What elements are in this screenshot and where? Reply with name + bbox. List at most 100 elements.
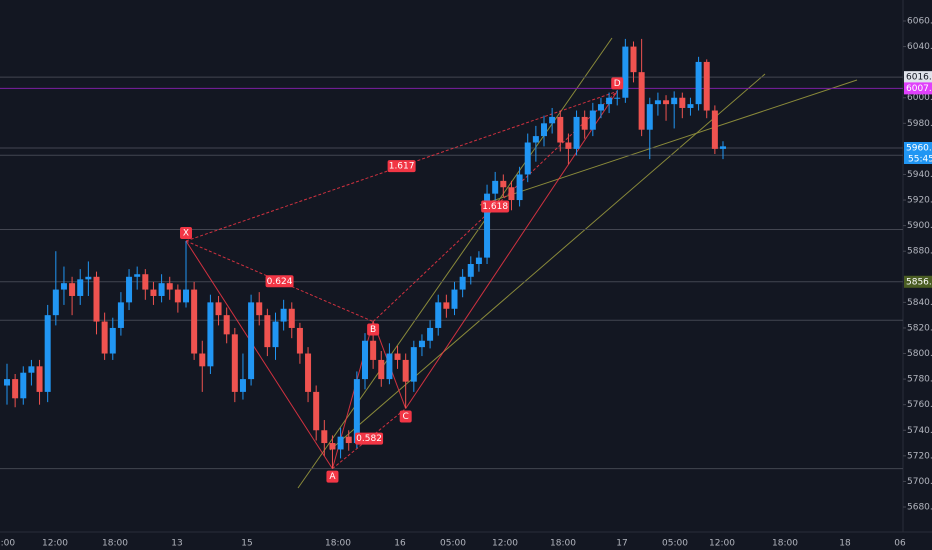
candle-body <box>215 302 222 316</box>
point-box <box>367 323 380 336</box>
y-tick-label: 5760.0 <box>907 400 932 410</box>
candle-body <box>362 340 368 380</box>
countdown-label: 55:45 <box>908 154 932 164</box>
candle-body <box>69 283 76 296</box>
candle-body <box>12 379 19 399</box>
countdown-tag <box>904 153 932 164</box>
candle-body <box>370 340 377 360</box>
x-tick-label: 16 <box>394 539 406 549</box>
point-box <box>180 226 192 239</box>
y-tick-label: 5940.0 <box>907 170 932 180</box>
ratio-box <box>265 275 294 288</box>
x-tick-label: 18 <box>839 539 851 549</box>
candle-body <box>44 315 51 392</box>
candle-body <box>231 334 238 392</box>
y-tick-label: 5900.0 <box>907 221 932 231</box>
point-box <box>399 410 412 423</box>
candle-body <box>427 327 434 341</box>
x-tick-label: 18:00 <box>102 539 128 549</box>
y-tick-label: 5720.0 <box>907 451 932 461</box>
candle-body <box>541 123 547 137</box>
candle-body <box>671 97 678 105</box>
candle-body <box>60 283 67 290</box>
y-tick-label: 5800.0 <box>907 349 932 359</box>
candle-body <box>606 97 613 105</box>
x-tick-label: 18:00 <box>772 539 798 549</box>
candle-body <box>77 279 84 296</box>
price-tag-label: 6016.1 <box>906 73 932 83</box>
candle-body <box>484 193 491 258</box>
ratio-box <box>355 432 384 445</box>
candle-body <box>288 308 295 328</box>
point-box <box>326 470 339 483</box>
candle-body <box>117 302 124 328</box>
candle-body <box>134 274 141 277</box>
y-tick-label: 6060.0 <box>907 17 932 27</box>
y-tick-label: 5980.0 <box>907 119 932 129</box>
candle-body <box>353 379 360 444</box>
candle-body <box>475 257 482 264</box>
candle-body <box>679 97 686 108</box>
candle-body <box>703 61 710 111</box>
candle-body <box>329 443 336 450</box>
y-tick-label: 6040.0 <box>907 42 932 52</box>
candle-body <box>28 366 35 373</box>
candle-body <box>52 289 59 316</box>
candle-body <box>711 110 718 149</box>
price-tag <box>904 141 932 154</box>
candle-body <box>435 302 442 328</box>
candle-body <box>142 274 149 290</box>
candle-body <box>239 379 246 392</box>
candle-body <box>207 302 214 367</box>
candle-body <box>638 72 645 130</box>
point-label: A <box>329 472 336 482</box>
candle-body <box>248 302 255 380</box>
x-tick-label: 18:00 <box>325 539 351 549</box>
point-label: B <box>370 325 376 335</box>
candle-body <box>663 100 670 105</box>
price-tag <box>904 275 932 288</box>
trend-line <box>297 37 613 489</box>
ratio-label: 0.624 <box>267 277 293 287</box>
candle-body <box>183 289 189 303</box>
price-tag <box>904 71 932 84</box>
trend-line <box>479 79 858 206</box>
candle-body <box>467 264 474 277</box>
trend-line <box>329 73 766 451</box>
x-tick-label: 13 <box>171 539 182 549</box>
y-tick-label: 5780.0 <box>907 375 932 385</box>
candle-body <box>443 302 450 309</box>
candle-body <box>646 104 653 130</box>
candle-body <box>101 321 108 354</box>
candle-body <box>532 136 539 143</box>
x-tick-label: 18:00 <box>550 539 576 549</box>
ratio-box <box>481 200 510 213</box>
candle-body <box>126 276 133 303</box>
pattern-line <box>405 91 618 409</box>
candle-body <box>573 116 580 149</box>
candle-body <box>614 97 621 99</box>
y-tick-label: 5700.0 <box>907 477 932 487</box>
price-tag-label: 5960.7 <box>906 143 932 153</box>
candle-body <box>345 436 352 444</box>
candle-body <box>695 61 702 105</box>
candle-body <box>337 436 344 450</box>
x-tick-label: 05:00 <box>440 539 466 549</box>
candle-body <box>4 379 10 386</box>
candle-body <box>524 142 531 175</box>
y-tick-label: 5880.0 <box>907 247 932 257</box>
ratio-label: 1.617 <box>389 162 415 172</box>
candle-body <box>174 289 181 303</box>
candle-body <box>687 104 694 108</box>
candle-body <box>418 340 425 348</box>
candle-body <box>451 289 458 309</box>
x-tick-label: 12:00 <box>709 539 735 549</box>
candle-body <box>500 180 507 188</box>
y-tick-label: 5840.0 <box>907 298 932 308</box>
candle-body <box>459 276 466 290</box>
candle-body <box>597 104 604 111</box>
candle-body <box>280 308 287 322</box>
point-label: D <box>614 79 621 89</box>
candle-body <box>321 430 328 444</box>
